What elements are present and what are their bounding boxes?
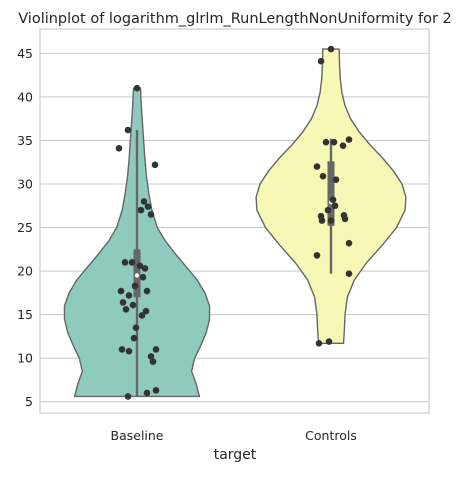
y-tick-label: 20 <box>17 264 33 279</box>
y-tick-label: 45 <box>17 46 33 61</box>
data-point <box>125 292 133 299</box>
data-point <box>144 203 152 210</box>
data-point <box>129 301 137 309</box>
data-point <box>331 202 339 210</box>
data-point <box>315 340 323 347</box>
data-point <box>318 217 326 224</box>
data-point <box>341 215 349 223</box>
median-marker <box>134 273 140 278</box>
data-point <box>147 211 155 218</box>
y-tick-label: 15 <box>17 307 33 322</box>
y-tick-label: 10 <box>17 351 33 366</box>
data-point <box>330 138 338 146</box>
data-point <box>151 161 159 169</box>
data-point <box>345 136 353 143</box>
data-point <box>345 270 353 277</box>
y-tick-label: 35 <box>17 133 33 148</box>
data-point <box>141 265 149 272</box>
x-tick-label: Baseline <box>111 428 164 443</box>
violins <box>63 48 407 398</box>
data-point <box>339 142 347 149</box>
data-point <box>119 299 127 306</box>
data-point <box>345 239 353 247</box>
data-point <box>124 393 132 400</box>
y-tick-label: 40 <box>17 89 33 104</box>
y-tick-labels: 5 10 15 20 25 30 35 40 45 <box>17 46 33 409</box>
data-point <box>149 358 157 365</box>
data-point <box>138 312 146 319</box>
x-tick-labels: Baseline Controls <box>111 428 357 443</box>
data-point <box>140 198 148 205</box>
data-point <box>136 262 144 270</box>
data-point <box>142 307 150 315</box>
plot-frame <box>39 28 430 414</box>
data-point <box>124 126 132 134</box>
data-point <box>130 334 138 342</box>
data-point <box>327 217 335 224</box>
y-tick-label: 25 <box>17 220 33 235</box>
data-point <box>329 196 337 203</box>
data-point <box>133 84 141 92</box>
data-point <box>125 347 133 355</box>
data-point <box>324 206 332 214</box>
data-point <box>139 273 147 281</box>
y-tick-label: 5 <box>25 394 33 409</box>
data-point <box>317 57 325 65</box>
x-axis-label: target <box>214 447 257 463</box>
data-point <box>332 176 340 183</box>
data-point <box>319 172 327 180</box>
data-point <box>325 338 333 345</box>
data-point <box>322 138 330 146</box>
data-point <box>152 387 160 394</box>
data-point <box>147 353 155 360</box>
data-point <box>137 206 145 214</box>
data-point <box>115 144 123 152</box>
data-point <box>128 259 136 266</box>
y-tick-label: 30 <box>17 176 33 191</box>
data-point <box>313 252 321 259</box>
data-point <box>117 287 125 295</box>
data-points <box>115 45 353 400</box>
data-point <box>121 259 129 266</box>
x-tick-label: Controls <box>305 428 357 443</box>
data-point <box>118 346 126 353</box>
chart-title: Violinplot of logarithm_glrlm_RunLengthN… <box>18 11 452 27</box>
iqr-box <box>327 161 335 226</box>
data-point <box>131 282 139 290</box>
data-point <box>132 324 140 331</box>
data-point <box>313 163 321 170</box>
data-point <box>143 287 151 295</box>
data-point <box>152 346 160 353</box>
data-point <box>327 45 335 53</box>
data-point <box>122 306 130 313</box>
data-point <box>143 389 151 397</box>
